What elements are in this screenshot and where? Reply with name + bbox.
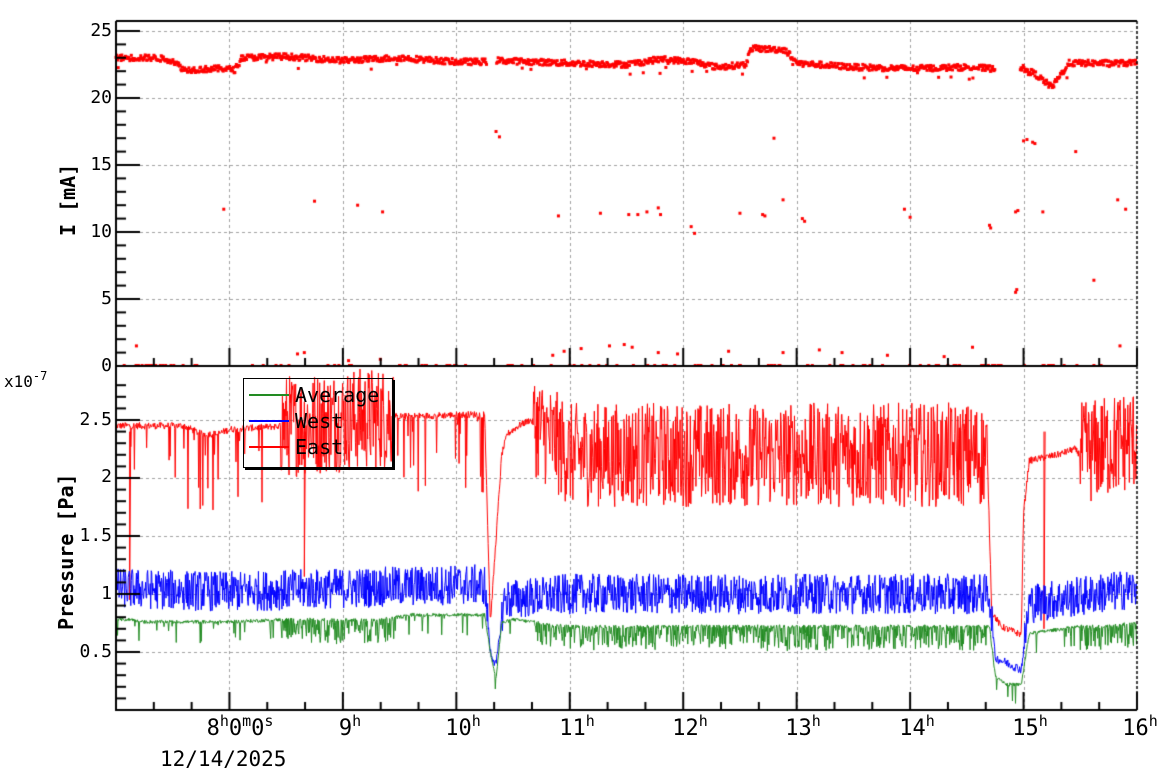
xtick-16h: 16h <box>1122 712 1158 741</box>
xtick-9h-hours: 9 <box>338 716 353 741</box>
xtick-10h-hours: 10 <box>445 716 472 741</box>
xtick-16h-unit: h <box>1148 712 1158 730</box>
xtick-15h-hours: 15 <box>1012 716 1039 741</box>
top-ytick-0: 0 <box>101 355 112 376</box>
date-label: 12/14/2025 <box>160 747 287 771</box>
bottom-ytick-2.5: 2.5 <box>79 409 112 430</box>
xtick-14h-unit: h <box>925 712 935 730</box>
xtick-13h-hours: 13 <box>785 716 812 741</box>
multiplier-base: x10 <box>4 372 33 391</box>
y-multiplier: x10-7 <box>4 369 48 391</box>
top-ytick-20: 20 <box>90 87 112 108</box>
top-ytick-25: 25 <box>90 20 112 41</box>
legend: Average West East <box>243 378 393 468</box>
legend-item-average: Average <box>244 383 392 407</box>
top-ytick-15: 15 <box>90 154 112 175</box>
xtick-8h-seconds: 0 <box>251 716 265 741</box>
top-ytick-10: 10 <box>90 221 112 242</box>
legend-item-west: West <box>244 409 392 433</box>
legend-label-east: East <box>295 435 344 459</box>
xtick-15h-unit: h <box>1038 712 1048 730</box>
xtick-8h: 8h0m0s <box>206 712 274 741</box>
xtick-10h-unit: h <box>471 712 481 730</box>
bottom-ytick-0.5: 0.5 <box>79 641 112 662</box>
xtick-13h: 13h <box>785 712 821 741</box>
xtick-8h-h-unit: h <box>219 712 229 730</box>
legend-item-east: East <box>244 435 392 459</box>
xtick-12h-unit: h <box>698 712 708 730</box>
xtick-9h: 9h <box>338 712 361 741</box>
xtick-12h-hours: 12 <box>672 716 699 741</box>
xtick-13h-unit: h <box>811 712 821 730</box>
xtick-8h-hours: 8 <box>206 716 220 741</box>
bottom-ytick-1.5: 1.5 <box>79 525 112 546</box>
xtick-9h-unit: h <box>352 712 362 730</box>
bottom-ytick-2: 2 <box>101 466 112 487</box>
xtick-11h-hours: 11 <box>559 716 586 741</box>
xtick-11h: 11h <box>559 712 595 741</box>
xtick-14h: 14h <box>899 712 935 741</box>
xtick-8h-s-unit: s <box>264 712 274 730</box>
legend-label-west: West <box>295 409 344 433</box>
xtick-15h: 15h <box>1012 712 1048 741</box>
xtick-8h-minutes: 0 <box>228 716 243 741</box>
legend-swatch-average <box>249 394 289 396</box>
xtick-10h: 10h <box>445 712 481 741</box>
bottom-y-axis-label: Pressure [Pa] <box>54 473 78 630</box>
multiplier-exponent: -7 <box>32 369 48 383</box>
legend-label-average: Average <box>295 383 380 407</box>
xtick-14h-hours: 14 <box>899 716 926 741</box>
bottom-ytick-1: 1 <box>101 583 112 604</box>
top-ytick-5: 5 <box>101 288 112 309</box>
xtick-16h-hours: 16 <box>1122 716 1149 741</box>
xtick-8h-m-unit: m <box>242 712 252 730</box>
legend-swatch-west <box>249 420 289 422</box>
xtick-12h: 12h <box>672 712 708 741</box>
xtick-11h-unit: h <box>585 712 595 730</box>
top-y-axis-label: I [mA] <box>56 163 80 236</box>
legend-swatch-east <box>249 446 289 448</box>
